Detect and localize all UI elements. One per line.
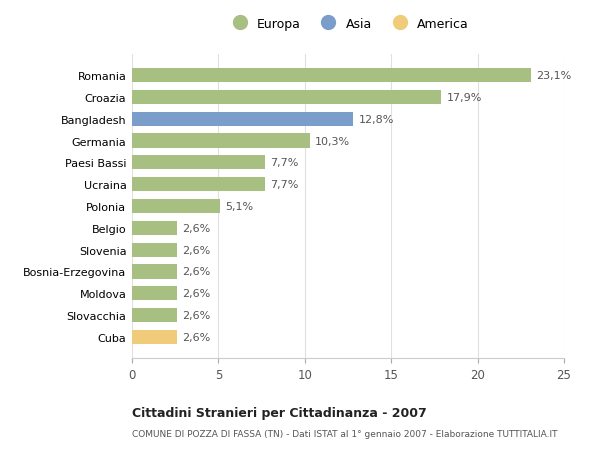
Bar: [132, 156, 265, 170]
Text: 10,3%: 10,3%: [315, 136, 350, 146]
Text: 7,7%: 7,7%: [270, 158, 299, 168]
Bar: [132, 221, 177, 235]
Bar: [132, 90, 442, 105]
Text: 12,8%: 12,8%: [358, 114, 394, 124]
Bar: [132, 308, 177, 323]
Bar: [132, 286, 177, 301]
Bar: [132, 178, 265, 192]
Text: 17,9%: 17,9%: [446, 93, 482, 103]
Bar: [132, 134, 310, 148]
Text: 2,6%: 2,6%: [182, 224, 211, 233]
Bar: [132, 243, 177, 257]
Bar: [132, 330, 177, 344]
Legend: Europa, Asia, America: Europa, Asia, America: [222, 13, 474, 36]
Text: 2,6%: 2,6%: [182, 289, 211, 299]
Bar: [132, 69, 531, 83]
Text: 2,6%: 2,6%: [182, 245, 211, 255]
Bar: [132, 265, 177, 279]
Text: COMUNE DI POZZA DI FASSA (TN) - Dati ISTAT al 1° gennaio 2007 - Elaborazione TUT: COMUNE DI POZZA DI FASSA (TN) - Dati IST…: [132, 429, 557, 438]
Text: 2,6%: 2,6%: [182, 332, 211, 342]
Text: 2,6%: 2,6%: [182, 267, 211, 277]
Text: 2,6%: 2,6%: [182, 310, 211, 320]
Text: Cittadini Stranieri per Cittadinanza - 2007: Cittadini Stranieri per Cittadinanza - 2…: [132, 406, 427, 419]
Text: 7,7%: 7,7%: [270, 180, 299, 190]
Text: 5,1%: 5,1%: [226, 202, 253, 212]
Bar: [132, 200, 220, 213]
Text: 23,1%: 23,1%: [536, 71, 572, 81]
Bar: [132, 112, 353, 127]
